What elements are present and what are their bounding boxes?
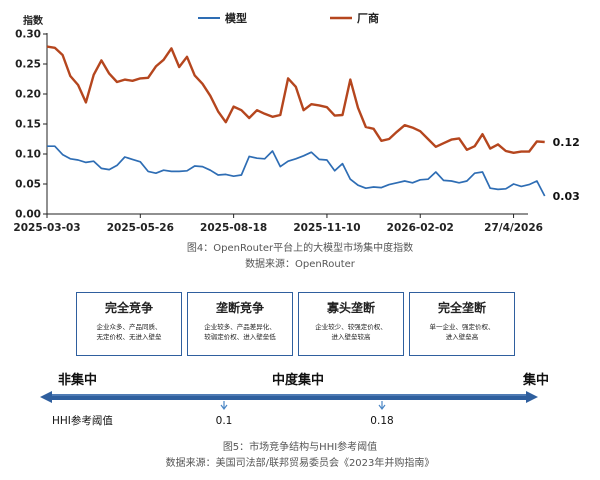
scale-arrow-shaft — [50, 394, 526, 400]
y-axis-ticks: 0.00 0.05 0.10 0.15 0.20 0.25 0.30 — [15, 29, 47, 221]
box-description: 企业众多、产品同质、 无定价权、无进入壁垒 — [77, 322, 181, 342]
y-axis-label: 指数 — [23, 14, 44, 27]
hhi-threshold-marks: 0.1 0.18 — [216, 401, 394, 427]
x-tick-label: 2026-02-02 — [387, 222, 454, 234]
threshold-arrow-icon — [378, 404, 386, 410]
x-tick-label: 27/4/2026 — [484, 222, 543, 234]
y-tick-label: 0.15 — [15, 119, 41, 131]
box-title: 寡头垄断 — [326, 301, 375, 315]
scale-label-left: 非集中 — [58, 372, 97, 388]
box-description-line: 进入壁垒高 — [445, 333, 479, 341]
scale-label-center: 中度集中 — [272, 372, 324, 388]
box-description: 企业较少、较强定价权、 进入壁垒较高 — [299, 322, 403, 342]
market-box-monopolistic-competition: 垄断竞争 企业较多、产品差异化、 较弱定价权、进入壁垒低 — [187, 292, 293, 356]
chart-legend: 模型 厂商 — [198, 11, 379, 25]
hhi-label: HHI参考阈值 — [52, 414, 113, 427]
box-description: 单一企业、强定价权、 进入壁垒高 — [410, 322, 514, 342]
x-tick-label: 2025-05-26 — [107, 222, 174, 234]
series-lines — [46, 45, 546, 197]
x-tick-label: 2025-11-10 — [293, 222, 360, 234]
market-box-monopoly: 完全垄断 单一企业、强定价权、 进入壁垒高 — [409, 292, 515, 356]
y-tick-label: 0.25 — [15, 59, 41, 71]
threshold-arrow-icon — [220, 404, 228, 410]
x-axis-ticks: 2025-03-03 2025-05-26 2025-08-18 2025-11-10… — [13, 214, 543, 234]
concentration-line-chart: 模型 厂商 指数 0.00 0.05 0.10 0.15 0.20 0.25 0.30 202… — [13, 11, 580, 234]
legend-label: 模型 — [225, 11, 247, 25]
x-tick-label: 2025-03-03 — [13, 222, 80, 234]
legend-label: 厂商 — [357, 11, 379, 25]
series-line — [46, 45, 545, 155]
box-description-line: 企业较少、较强定价权、 — [315, 323, 387, 331]
box-description-line: 单一企业、强定价权、 — [429, 323, 495, 331]
box-description: 企业较多、产品差异化、 较弱定价权、进入壁垒低 — [188, 322, 292, 342]
box-title: 完全竞争 — [104, 301, 153, 315]
x-tick-label: 2025-08-18 — [200, 222, 267, 234]
figure5-source: 数据来源：美国司法部/联邦贸易委员会《2023年并购指南》 — [165, 458, 435, 469]
y-tick-label: 0.10 — [15, 149, 41, 161]
market-box-oligopoly: 寡头垄断 企业较少、较强定价权、 进入壁垒较高 — [298, 292, 404, 356]
market-box-perfect-competition: 完全竞争 企业众多、产品同质、 无定价权、无进入壁垒 — [76, 292, 182, 356]
figure4-caption: 图4：OpenRouter平台上的大模型市场集中度指数 — [186, 243, 414, 254]
box-title: 垄断竞争 — [215, 301, 264, 315]
figure5-caption: 图5：市场竞争结构与HHI参考阈值 — [222, 442, 378, 453]
end-labels: 0.03 0.12 — [553, 136, 580, 203]
box-title: 完全垄断 — [437, 301, 486, 315]
concentration-scale: 非集中 中度集中 集中 0.1 0.18 HHI参考阈值 — [40, 372, 549, 427]
threshold-label: 0.18 — [370, 415, 393, 427]
box-description-line: 进入壁垒较高 — [331, 333, 371, 341]
scale-label-right: 集中 — [522, 372, 549, 388]
scale-arrow-head-right — [526, 391, 538, 403]
box-description-line: 企业较多、产品差异化、 — [204, 323, 276, 331]
y-tick-label: 0.30 — [15, 29, 41, 41]
series-end-label: 0.03 — [553, 190, 580, 203]
series-line — [47, 145, 546, 197]
threshold-label: 0.1 — [216, 415, 233, 427]
y-tick-label: 0.05 — [15, 179, 41, 191]
y-tick-label: 0.00 — [15, 209, 41, 221]
series-end-label: 0.12 — [553, 136, 580, 149]
figure4-source: 数据来源：OpenRouter — [245, 259, 355, 270]
y-tick-label: 0.20 — [15, 89, 41, 101]
box-description-line: 无定价权、无进入壁垒 — [96, 333, 162, 341]
scale-arrow-head-left — [40, 391, 52, 403]
box-description-line: 企业众多、产品同质、 — [96, 323, 162, 331]
box-description-line: 较弱定价权、进入壁垒低 — [204, 333, 276, 341]
